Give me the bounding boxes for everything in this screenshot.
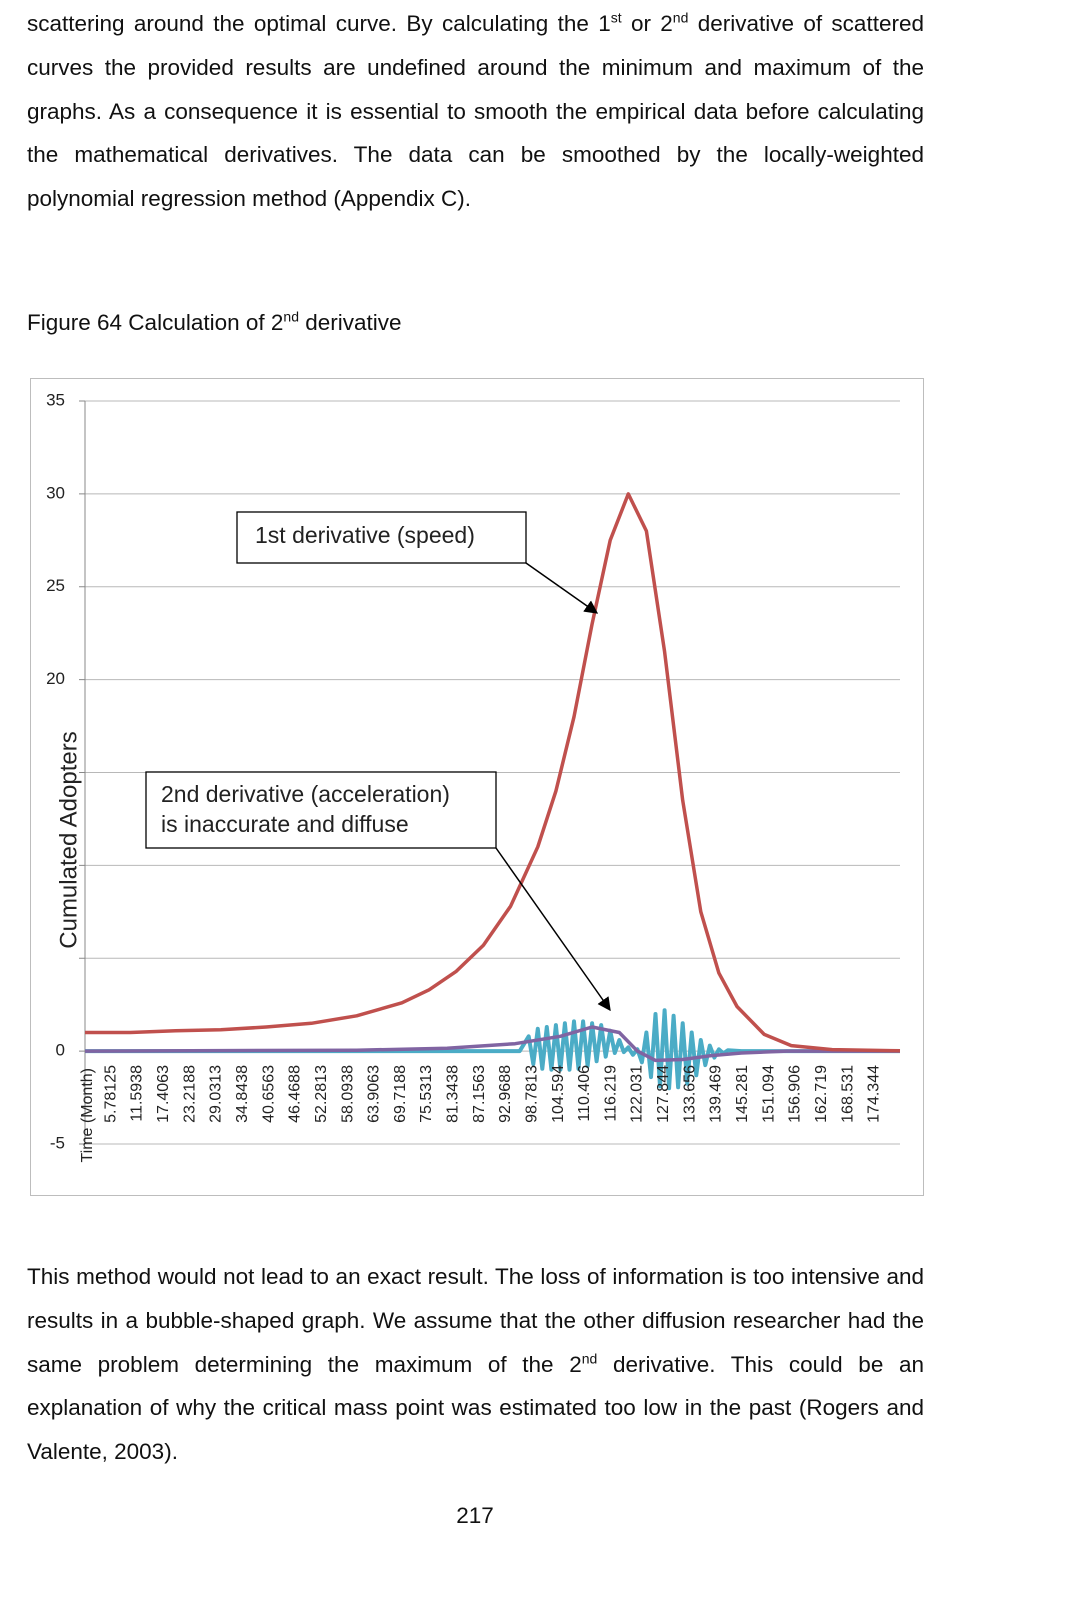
x-tick-label: 168.531 <box>839 1065 856 1123</box>
annotation-text: 1st derivative (speed) <box>255 522 475 548</box>
chart: 35 30 25 20 0 -5 Cumulated Adopters 5.78125 11.5… <box>30 378 924 1196</box>
x-tick-label: 11.5938 <box>129 1065 146 1122</box>
x-tick-label: 104.594 <box>550 1065 567 1123</box>
text-run: derivative of scattered curves the provi… <box>27 11 924 212</box>
x-tick-label: 34.8438 <box>234 1065 251 1123</box>
x-tick-label: 122.031 <box>629 1065 646 1123</box>
x-tick-label: 145.281 <box>734 1065 751 1123</box>
text-run: Figure 64 Calculation of 2 <box>27 310 284 335</box>
text-run: scattering around the optimal curve. By … <box>27 11 611 36</box>
x-axis-title: Time (Month) <box>79 1068 96 1163</box>
x-tick-label: 17.4063 <box>155 1065 172 1123</box>
y-tick-label: 30 <box>46 483 65 502</box>
x-tick-label: 110.406 <box>576 1065 593 1122</box>
x-tick-label: 29.0313 <box>208 1065 225 1123</box>
series-line <box>85 492 901 1053</box>
x-tick-label: 127.844 <box>655 1065 672 1123</box>
paragraph: This method would not lead to an exact r… <box>27 1255 924 1474</box>
annotation-arrow <box>525 562 599 614</box>
x-tick-label: 139.469 <box>708 1065 725 1123</box>
text-run: or 2 <box>621 11 673 36</box>
y-tick-label: 20 <box>46 669 65 688</box>
superscript: nd <box>581 1350 598 1367</box>
x-tick-label: 162.719 <box>813 1065 830 1123</box>
y-axis-title: Cumulated Adopters <box>55 731 82 948</box>
y-tick-label: 35 <box>46 390 65 409</box>
paragraph: scattering around the optimal curve. By … <box>27 2 924 221</box>
x-tick-label: 23.2188 <box>181 1065 198 1123</box>
x-tick-label: 81.3438 <box>445 1065 462 1123</box>
x-tick-label: 75.5313 <box>418 1065 435 1123</box>
series-line <box>84 1025 900 1063</box>
x-tick-label: 63.9063 <box>366 1065 383 1123</box>
x-tick-label: 156.906 <box>787 1065 804 1123</box>
annotation-box <box>145 771 497 849</box>
y-tick-label: 25 <box>46 576 65 595</box>
x-tick-label: 58.0938 <box>339 1065 356 1123</box>
x-tick-label: 69.7188 <box>392 1065 409 1123</box>
annotation-box <box>236 511 527 564</box>
superscript: st <box>610 9 622 26</box>
y-tick-label: 0 <box>56 1041 65 1060</box>
figure-caption: Figure 64 Calculation of 2nd derivative <box>27 310 402 336</box>
series-line <box>85 1008 900 1091</box>
text-run: This method would not lead to an exact r… <box>27 1264 924 1377</box>
text-run: derivative <box>298 310 402 335</box>
x-tick-label: 133.656 <box>681 1065 698 1123</box>
x-tick-label: 52.2813 <box>313 1065 330 1123</box>
x-tick-label: 46.4688 <box>287 1065 304 1123</box>
x-tick-label: 116.219 <box>602 1065 619 1122</box>
superscript: nd <box>672 9 689 26</box>
x-tick-label: 98.7813 <box>523 1065 540 1123</box>
x-tick-label: 92.9688 <box>497 1065 514 1123</box>
x-tick-label: 174.344 <box>866 1065 883 1123</box>
x-tick-label: 5.78125 <box>102 1065 119 1123</box>
x-tick-label: 40.6563 <box>260 1065 277 1123</box>
page-number: 217 <box>456 1503 494 1528</box>
x-tick-label: 151.094 <box>760 1065 777 1123</box>
superscript: nd <box>283 308 299 325</box>
annotation-text: 2nd derivative (acceleration) <box>161 781 450 807</box>
annotation-arrow <box>495 847 611 1012</box>
y-tick-label: -5 <box>50 1133 65 1152</box>
text-run: derivative. This could be an explanation… <box>27 1351 925 1465</box>
x-tick-label: 87.1563 <box>471 1065 488 1123</box>
annotation-text: is inaccurate and diffuse <box>161 811 409 837</box>
